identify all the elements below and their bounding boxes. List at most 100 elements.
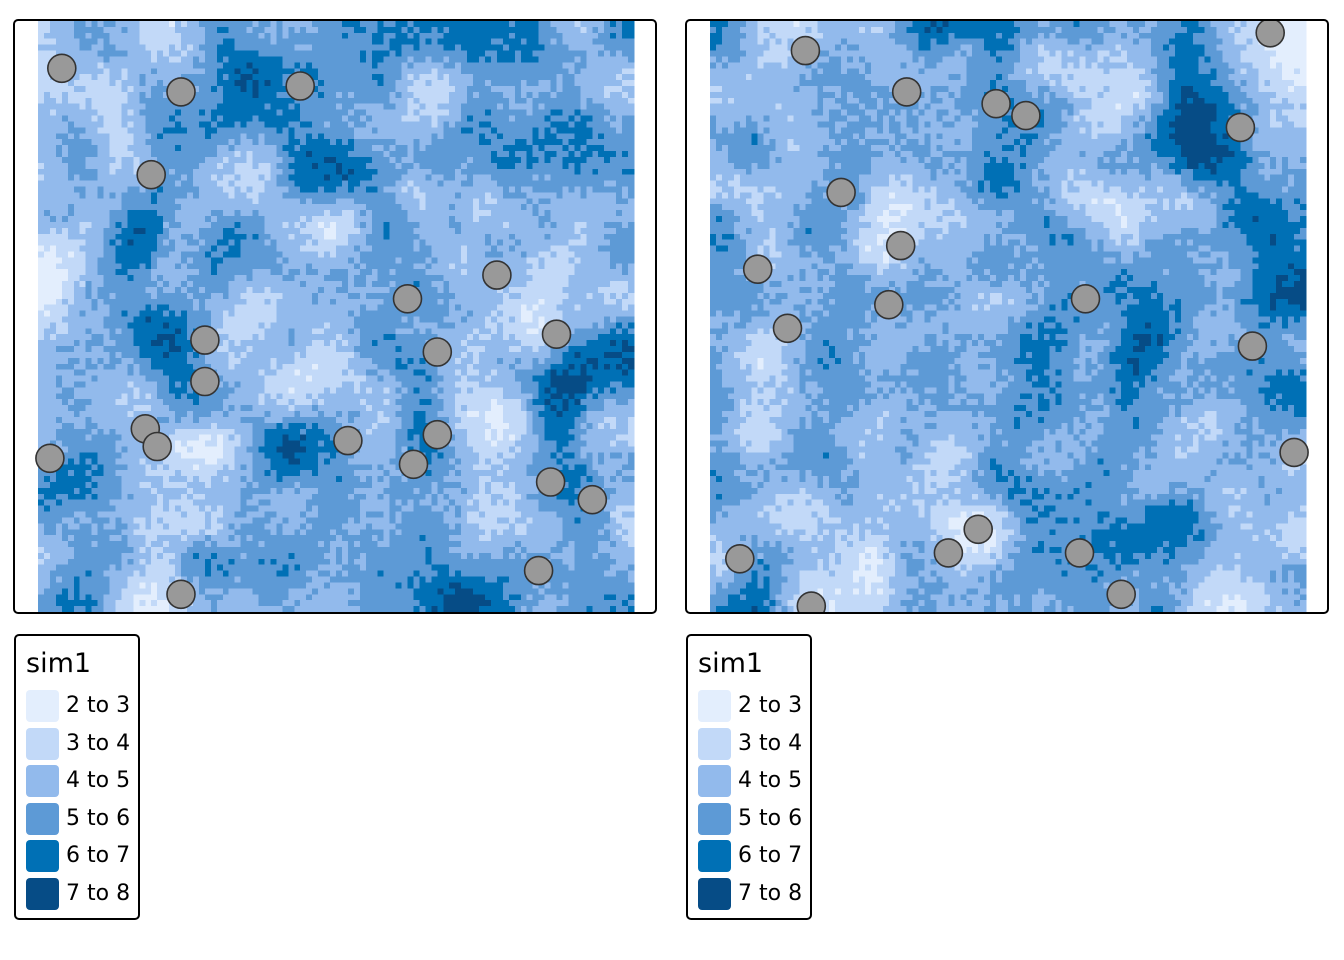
- raster-cell: [282, 310, 289, 317]
- raster-cell: [38, 62, 45, 69]
- raster-cell: [353, 310, 361, 317]
- raster-cell: [169, 139, 176, 146]
- raster-cell: [485, 257, 492, 264]
- raster-cell: [115, 245, 122, 252]
- raster-cell: [431, 186, 438, 193]
- raster-cell: [181, 286, 188, 294]
- raster-cell: [610, 162, 617, 170]
- raster-cell: [556, 198, 563, 205]
- raster-cell: [377, 210, 385, 217]
- raster-cell: [198, 263, 206, 270]
- raster-cell: [401, 109, 408, 116]
- raster-cell: [145, 263, 152, 270]
- raster-cell: [103, 115, 110, 122]
- raster-cell: [270, 286, 277, 294]
- raster-cell: [544, 121, 551, 128]
- raster-cell: [288, 156, 295, 164]
- raster-cell: [419, 310, 426, 317]
- raster-cell: [73, 310, 81, 317]
- raster-cell: [234, 204, 242, 211]
- raster-cell: [562, 198, 569, 205]
- raster-cell: [264, 180, 271, 187]
- raster-cell: [198, 257, 206, 264]
- raster-cell: [228, 210, 236, 217]
- raster-cell: [425, 275, 432, 282]
- raster-cell: [222, 44, 230, 51]
- raster-cell: [461, 186, 468, 193]
- raster-cell: [461, 180, 468, 187]
- raster-cell: [502, 286, 510, 294]
- raster-cell: [562, 275, 569, 282]
- raster-cell: [622, 26, 629, 34]
- raster-cell: [526, 121, 534, 128]
- raster-cell: [49, 151, 57, 158]
- raster-cell: [216, 121, 224, 128]
- raster-cell: [258, 227, 265, 235]
- raster-cell: [473, 286, 480, 294]
- raster-cell: [479, 26, 486, 34]
- raster-cell: [377, 168, 385, 176]
- raster-cell: [294, 162, 301, 170]
- raster-cell: [163, 156, 170, 164]
- raster-cell: [479, 233, 486, 241]
- raster-cell: [240, 127, 247, 134]
- raster-cell: [204, 156, 212, 164]
- raster-cell: [538, 168, 545, 176]
- raster-cell: [169, 162, 176, 170]
- raster-cell: [538, 233, 545, 241]
- raster-cell: [598, 156, 605, 164]
- raster-cell: [246, 174, 253, 181]
- raster-cell: [73, 304, 81, 311]
- raster-cell: [580, 245, 587, 252]
- raster-cell: [556, 44, 563, 51]
- raster-cell: [49, 115, 57, 122]
- raster-cell: [300, 44, 307, 51]
- raster-cell: [461, 239, 468, 246]
- raster-cell: [377, 44, 385, 51]
- raster-cell: [133, 97, 140, 105]
- raster-cell: [550, 186, 557, 193]
- raster-cell: [318, 221, 325, 229]
- raster-cell: [258, 68, 265, 75]
- raster-cell: [550, 26, 557, 34]
- raster-cell: [437, 56, 444, 63]
- raster-cell: [347, 310, 355, 317]
- raster-cell: [401, 121, 408, 128]
- raster-cell: [383, 298, 391, 306]
- raster-cell: [568, 21, 575, 28]
- raster-cell: [270, 91, 277, 99]
- raster-cell: [610, 245, 617, 252]
- raster-cell: [252, 68, 259, 75]
- raster-cell: [341, 180, 349, 187]
- raster-cell: [610, 292, 617, 300]
- raster-cell: [79, 269, 87, 276]
- raster-cell: [312, 269, 319, 276]
- raster-cell: [115, 32, 122, 40]
- raster-cell: [210, 121, 218, 128]
- raster-cell: [157, 304, 164, 311]
- raster-cell: [97, 109, 104, 116]
- raster-cell: [55, 80, 63, 87]
- raster-cell: [520, 239, 528, 246]
- raster-cell: [371, 74, 379, 81]
- raster-cell: [550, 50, 557, 57]
- raster-cell: [556, 115, 563, 122]
- raster-cell: [222, 26, 230, 34]
- raster-cell: [598, 62, 605, 69]
- raster-cell: [330, 162, 337, 170]
- raster-cell: [240, 91, 247, 99]
- raster-cell: [228, 269, 236, 276]
- raster-cell: [115, 292, 122, 300]
- raster-cell: [163, 133, 170, 140]
- raster-cell: [109, 298, 116, 306]
- raster-cell: [145, 68, 152, 75]
- raster-cell: [55, 204, 63, 211]
- raster-cell: [115, 86, 122, 93]
- raster-cell: [181, 21, 188, 28]
- raster-cell: [604, 286, 611, 294]
- raster-cell: [97, 269, 104, 276]
- raster-cell: [490, 198, 498, 205]
- raster-cell: [91, 74, 98, 81]
- raster-cell: [282, 162, 289, 170]
- raster-cell: [258, 186, 265, 193]
